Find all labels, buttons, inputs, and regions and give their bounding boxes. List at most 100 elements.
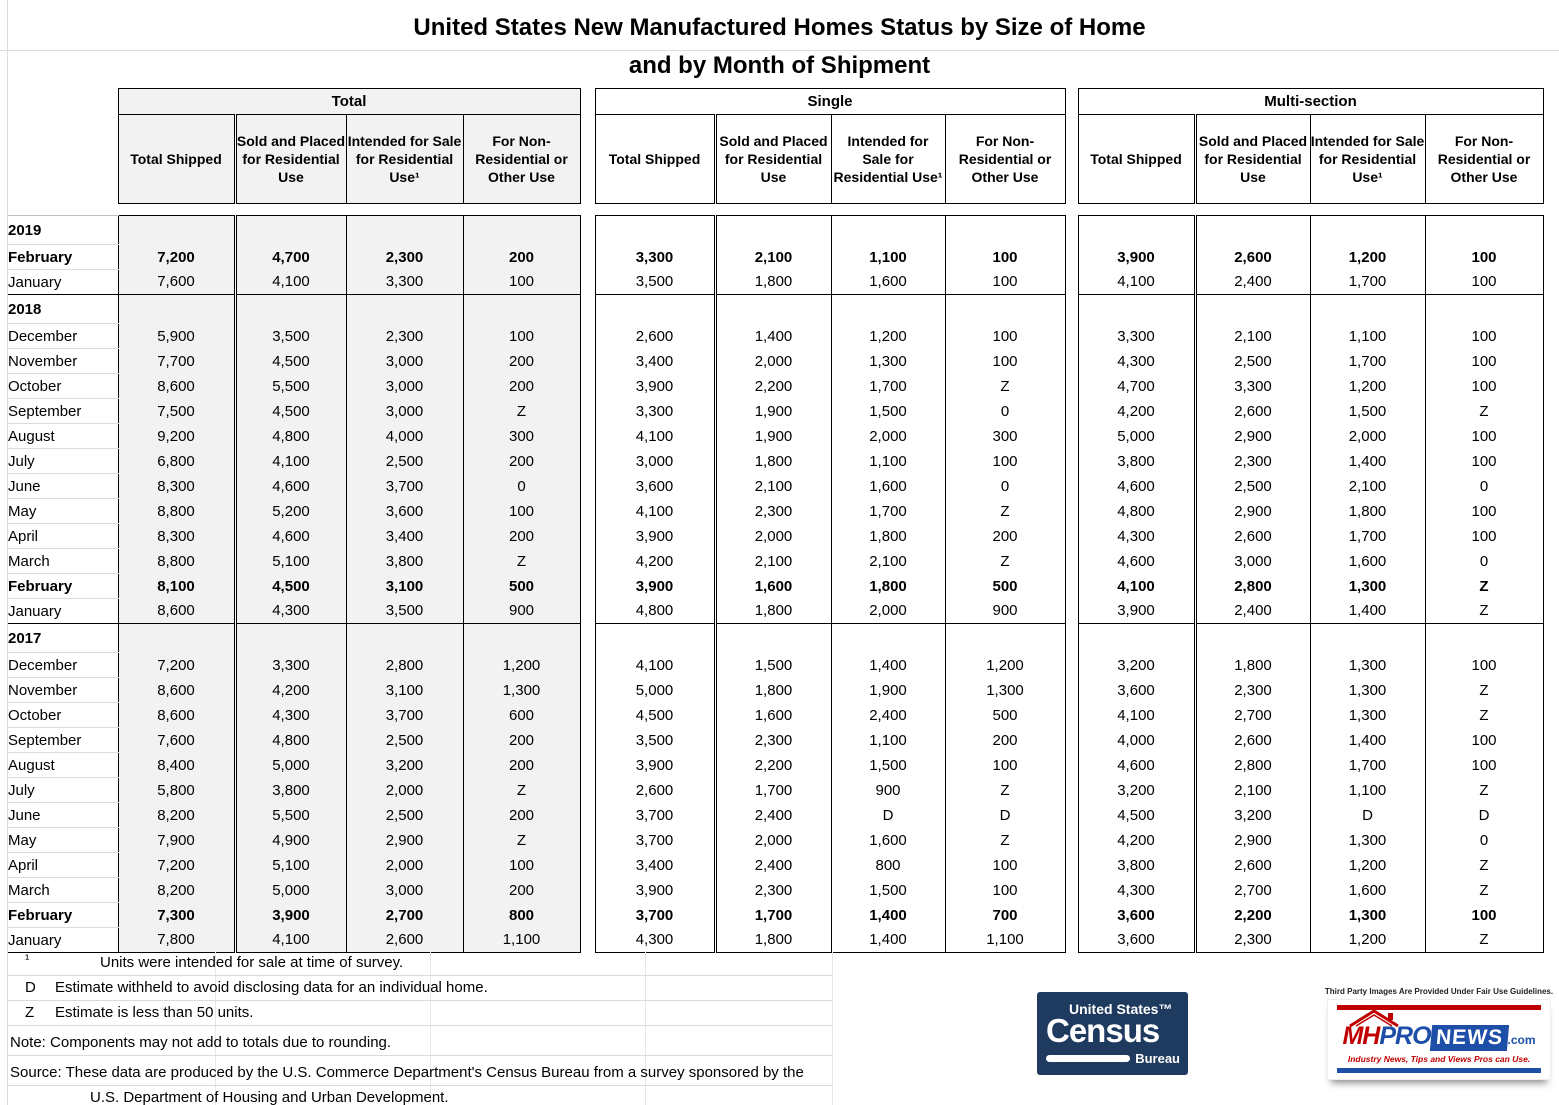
cell: 200 [944, 727, 1066, 753]
cell: 3,900 [1077, 598, 1197, 624]
col-header: Total Shipped [117, 114, 237, 204]
col-header: Sold and Placed for Residential Use [1194, 114, 1311, 204]
cell: 2,100 [714, 548, 832, 574]
note-row: Note: Components may not add to totals d… [8, 1031, 832, 1056]
mhpronews-tagline: Industry News, Tips and Views Pros can U… [1347, 1054, 1531, 1064]
cell: 3,500 [345, 598, 464, 624]
cell: Z [1424, 927, 1544, 953]
cell: 100 [1424, 523, 1544, 549]
spacer-cell [1065, 398, 1078, 424]
table-body: 2019 February 7,200 4,700 2,300 200 3,30… [8, 215, 1544, 953]
news-text: NEWS [1429, 1025, 1509, 1051]
cell: 1,200 [1309, 927, 1426, 953]
cell: 1,700 [714, 902, 832, 928]
census-bureau-logo: United States™ Census Bureau [1037, 992, 1188, 1075]
cell: 1,500 [830, 398, 946, 424]
table-row: 2018 [8, 294, 1544, 324]
cell: 1,800 [830, 573, 946, 599]
cell: 3,400 [594, 852, 717, 878]
spacer-cell [580, 852, 595, 878]
cell: 3,000 [345, 348, 464, 374]
cell: 1,100 [462, 927, 581, 953]
cell: 1,200 [1309, 244, 1426, 270]
spacer-cell [1065, 702, 1078, 728]
row-label: March [8, 877, 118, 903]
cell: 2,700 [1194, 702, 1311, 728]
spacer-cell [1065, 373, 1078, 399]
row-label: December [8, 652, 118, 678]
cell: 5,200 [234, 498, 347, 524]
cell: 4,300 [234, 598, 347, 624]
cell: 3,200 [1194, 802, 1311, 828]
census-logo-bureau: Bureau [1135, 1051, 1180, 1067]
cell [462, 623, 581, 653]
col-header: For Non-Residential or Other Use [944, 114, 1066, 204]
spacer-cell [1065, 852, 1078, 878]
cell: 4,000 [345, 423, 464, 449]
cell: 3,600 [1077, 677, 1197, 703]
cell: 2,200 [1194, 902, 1311, 928]
table-row: April 8,300 4,600 3,400 200 3,900 2,000 … [8, 523, 1544, 549]
cell: 3,600 [345, 498, 464, 524]
cell: 1,400 [714, 323, 832, 349]
spacer-cell [1065, 473, 1078, 499]
cell: 2,800 [345, 652, 464, 678]
cell: 4,600 [1077, 752, 1197, 778]
table-row: 2017 [8, 623, 1544, 653]
cell: 7,900 [117, 827, 237, 853]
source-row-2: U.S. Department of Housing and Urban Dev… [8, 1086, 832, 1105]
cell [345, 623, 464, 653]
cell: 4,800 [1077, 498, 1197, 524]
cell: 2,200 [714, 373, 832, 399]
cell [714, 215, 832, 245]
cell: 100 [944, 752, 1066, 778]
spacer-cell [580, 877, 595, 903]
cell: 2,000 [714, 827, 832, 853]
spacer-cell [1065, 598, 1078, 624]
cell: 1,600 [714, 702, 832, 728]
cell: 100 [1424, 448, 1544, 474]
cell: 2,700 [345, 902, 464, 928]
cell [345, 215, 464, 245]
cell: 100 [1424, 244, 1544, 270]
row-label: August [8, 423, 118, 449]
cell: 100 [944, 448, 1066, 474]
row-label: December [8, 323, 118, 349]
cell: 3,000 [345, 877, 464, 903]
cell: 3,900 [594, 373, 717, 399]
cell: 7,200 [117, 652, 237, 678]
table-row: July 6,800 4,100 2,500 200 3,000 1,800 1… [8, 448, 1544, 474]
cell: 0 [944, 473, 1066, 499]
cell [117, 294, 237, 324]
cell: 1,900 [830, 677, 946, 703]
cell: Z [944, 498, 1066, 524]
cell: 0 [944, 398, 1066, 424]
cell [1309, 294, 1426, 324]
spacer-cell [580, 88, 595, 115]
cell: 1,300 [1309, 652, 1426, 678]
cell: 1,100 [830, 448, 946, 474]
cell: 4,300 [594, 927, 717, 953]
cell: 100 [1424, 652, 1544, 678]
cell: 800 [830, 852, 946, 878]
title-row-line [0, 50, 1559, 51]
cell: 200 [944, 523, 1066, 549]
cell: 300 [944, 423, 1066, 449]
cell: 1,700 [830, 498, 946, 524]
census-logo-wordmark: Census [1046, 1012, 1160, 1049]
cell: 3,500 [594, 727, 717, 753]
cell [830, 623, 946, 653]
cell [234, 294, 347, 324]
cell: 3,400 [594, 348, 717, 374]
spacer-cell [1065, 827, 1078, 853]
cell: 4,200 [1077, 827, 1197, 853]
cell [1194, 294, 1311, 324]
cell: 3,500 [594, 269, 717, 295]
spacer-cell [1065, 927, 1078, 953]
col-header: Sold and Placed for Residential Use [714, 114, 832, 204]
cell: 3,900 [594, 752, 717, 778]
cell: Z [1424, 777, 1544, 803]
table-row: June 8,200 5,500 2,500 200 3,700 2,400 D… [8, 802, 1544, 828]
house-roof-icon [1349, 1009, 1399, 1028]
cell [345, 294, 464, 324]
